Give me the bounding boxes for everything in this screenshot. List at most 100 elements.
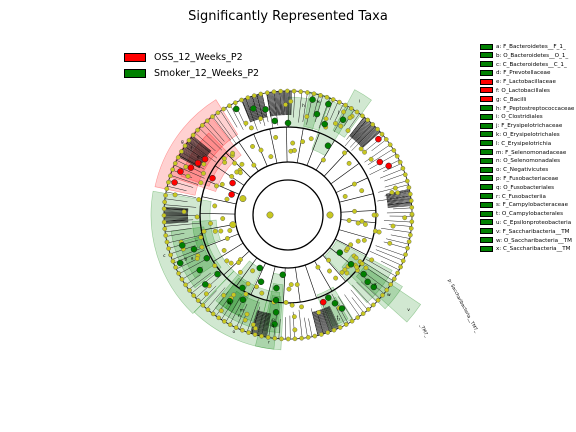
- branch: [268, 92, 273, 117]
- branch: [350, 118, 367, 138]
- branch: [261, 93, 268, 118]
- leaf-node: [161, 219, 167, 225]
- branch: [184, 146, 205, 161]
- taxa-legend-item: b: O_Bacteroidetes__O_1_: [480, 52, 574, 61]
- taxa-legend-item: n: O_Selenomonadales: [480, 157, 574, 166]
- clade-letter: u: [337, 317, 340, 322]
- branch: [225, 107, 238, 128]
- branch: [390, 234, 410, 239]
- branch: [326, 306, 337, 330]
- leaf-node: [227, 103, 232, 109]
- leaf-node: [205, 118, 210, 124]
- branch: [359, 128, 377, 146]
- clade-node: [371, 212, 377, 218]
- smoker-node: [364, 278, 371, 286]
- branch: [268, 319, 272, 338]
- taxa-legend-item: p: F_Fusobacteriaceae: [480, 175, 574, 184]
- branch: [384, 180, 408, 188]
- branch: [185, 144, 206, 159]
- clade-letter: i: [359, 99, 360, 105]
- leaf-node: [279, 336, 284, 342]
- taxa-legend-label: j: F_Erysipelotrichaceae: [496, 123, 563, 130]
- leaf-node: [285, 88, 290, 94]
- leaf-node: [175, 155, 181, 160]
- taxa-legend-label: u: C_Epsilonproteobacteria: [496, 219, 572, 226]
- branch: [360, 129, 379, 147]
- leaf-node: [210, 311, 216, 317]
- taxa-legend-label: h: F_Peptostreptococcaceae: [496, 105, 575, 112]
- branch: [255, 95, 262, 119]
- branch: [356, 124, 374, 143]
- taxa-legend-item: t: O_Campylobacterales: [480, 210, 574, 219]
- branch: [235, 303, 248, 328]
- branch: [387, 201, 412, 205]
- leaf-node: [200, 302, 206, 308]
- clade-node: [221, 248, 227, 253]
- taxa-legend-label: c: C_Bacteroidetes__C_1_: [496, 61, 567, 68]
- branch: [230, 105, 244, 130]
- taxa-legend-label: k: O_Erysipelotrichales: [496, 131, 560, 138]
- clade-node: [199, 244, 205, 250]
- smoker-node: [279, 271, 287, 279]
- branch: [266, 313, 271, 338]
- clade-node: [289, 302, 295, 308]
- branch: [191, 136, 211, 152]
- smoker-node: [347, 261, 355, 268]
- clade-node: [172, 192, 178, 198]
- branch: [164, 204, 197, 208]
- leaf-node: [195, 298, 201, 303]
- branch: [185, 274, 201, 286]
- leaf-node: [395, 270, 400, 276]
- clade-node: [323, 116, 329, 122]
- branch: [349, 117, 365, 137]
- leaf-node: [365, 117, 371, 123]
- clade-node: [194, 256, 200, 261]
- branch: [379, 168, 404, 179]
- oss-node: [385, 162, 392, 170]
- clade-node: [286, 286, 292, 292]
- clade-node: [254, 284, 259, 290]
- branch: [286, 127, 288, 163]
- leaf-node: [383, 137, 389, 142]
- taxa-legend-item: h: F_Peptostreptococcaceae: [480, 105, 574, 114]
- branch: [350, 289, 368, 311]
- branch: [369, 159, 400, 176]
- leaf-node: [305, 335, 311, 340]
- leaf-node: [164, 239, 170, 245]
- branch: [353, 120, 370, 140]
- branch: [315, 310, 324, 335]
- clade-node: [291, 314, 297, 320]
- legend-label-smoker: Smoker_12_Weeks_P2: [154, 68, 260, 79]
- branch: [367, 148, 394, 166]
- branch: [353, 121, 370, 140]
- smoker-node: [273, 284, 280, 292]
- smoker-node: [239, 296, 247, 304]
- branch: [167, 234, 202, 244]
- clade-node: [333, 121, 338, 126]
- leaf-node: [360, 113, 365, 119]
- taxa-legend-swatch: [480, 166, 493, 173]
- taxa-legend-item: o: C_Negativicutes: [480, 166, 574, 175]
- clade-letter: k: [228, 300, 231, 306]
- leaf-node: [330, 97, 336, 102]
- branch: [386, 192, 411, 198]
- branch: [267, 92, 272, 117]
- clade-letter: a: [191, 257, 194, 262]
- clade-node: [194, 214, 200, 220]
- branch: [179, 155, 205, 170]
- leaf-node: [278, 88, 283, 94]
- taxa-legend-swatch: [480, 78, 493, 85]
- leaf-node: [407, 191, 413, 197]
- taxa-legend-swatch: [480, 237, 493, 244]
- outer-labels: p: Saccharibacteria__TM7_ _TM7_: [418, 278, 480, 339]
- oss-node: [376, 158, 384, 166]
- branch: [329, 101, 339, 121]
- branch: [205, 233, 239, 247]
- taxa-legend-swatch: [480, 87, 493, 94]
- branch: [241, 99, 251, 123]
- leaf-node: [398, 264, 403, 270]
- leaf-node: [200, 123, 205, 128]
- branch: [375, 245, 406, 257]
- taxa-legend-swatch: [480, 149, 493, 156]
- leaf-node: [190, 132, 196, 138]
